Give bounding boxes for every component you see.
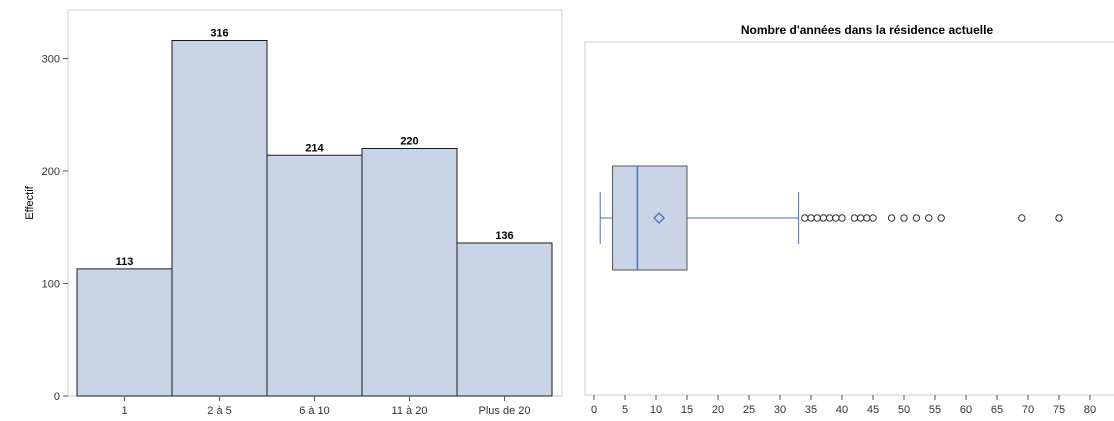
outlier-point xyxy=(869,214,877,222)
bar-value-label: 113 xyxy=(116,256,134,268)
x-category-label: 1 xyxy=(121,405,127,417)
x-tick-label: 70 xyxy=(1022,404,1034,416)
box-plot: Nombre d'années dans la résidence actuel… xyxy=(572,0,1114,421)
mean-marker xyxy=(653,212,666,224)
box-plot-frame xyxy=(584,41,1114,396)
outlier-point xyxy=(925,214,933,222)
x-tick-label: 40 xyxy=(836,404,848,416)
x-category-label: Plus de 20 xyxy=(479,405,531,417)
y-tick-label: 100 xyxy=(42,279,60,291)
chart-title: Nombre d'années dans la résidence actuel… xyxy=(741,23,994,37)
x-tick-label: 20 xyxy=(712,404,724,416)
x-tick-label: 65 xyxy=(991,404,1003,416)
outlier-point xyxy=(912,214,921,222)
histogram-panel: Effectif 0 100 200 300 113 1 316 2 à 5 214 6 à 10… xyxy=(24,9,563,417)
bar-value-label: 316 xyxy=(210,28,228,40)
x-tick-label: 45 xyxy=(867,404,879,416)
outlier-point xyxy=(1018,214,1026,222)
bar-value-label: 220 xyxy=(400,136,418,148)
x-tick-label: 25 xyxy=(743,404,755,416)
bar xyxy=(266,154,363,397)
x-tick-label: 30 xyxy=(774,404,786,416)
y-tick-label: 0 xyxy=(54,391,60,403)
iqr-box xyxy=(612,165,688,271)
x-tick-label: 60 xyxy=(960,404,972,416)
x-category-label: 11 à 20 xyxy=(392,405,428,417)
bar xyxy=(361,148,458,397)
x-tick-label: 0 xyxy=(591,404,597,416)
x-tick-label: 35 xyxy=(805,404,817,416)
outlier-point xyxy=(838,214,846,222)
bar-marks: 0 100 200 300 113 1 316 2 à 5 214 6 à 10 220 11 à 2… xyxy=(42,28,553,417)
box-marks: 0 5 10 15 20 25 30 35 40 45 50 55 60 65 70 75 80 xyxy=(591,165,1096,416)
x-tick-label: 10 xyxy=(650,404,662,416)
bar xyxy=(456,242,553,397)
bar-value-label: 214 xyxy=(305,142,324,154)
outlier-point xyxy=(887,214,896,222)
outlier-point xyxy=(900,214,908,222)
bar-value-label: 136 xyxy=(495,230,513,242)
bar xyxy=(76,268,173,397)
bar-chart: Effectif 0 100 200 300 113 1 316 2 à 5 214 6 à 10… xyxy=(24,9,563,417)
y-tick-label: 200 xyxy=(42,166,60,178)
y-tick-label: 300 xyxy=(42,54,60,66)
x-category-label: 2 à 5 xyxy=(207,405,231,417)
x-tick-label: 15 xyxy=(681,404,693,416)
outlier-point xyxy=(937,214,945,222)
x-category-label: 6 à 10 xyxy=(299,405,330,417)
outlier-point xyxy=(1055,214,1063,222)
x-tick-label: 80 xyxy=(1084,404,1096,416)
x-tick-label: 50 xyxy=(898,404,910,416)
x-tick-label: 5 xyxy=(622,404,628,416)
bar xyxy=(171,40,268,397)
boxplot-panel: Nombre d'années dans la résidence actuel… xyxy=(572,0,1114,421)
x-tick-label: 55 xyxy=(929,404,941,416)
x-tick-label: 75 xyxy=(1053,404,1065,416)
y-axis-title: Effectif xyxy=(24,185,36,219)
